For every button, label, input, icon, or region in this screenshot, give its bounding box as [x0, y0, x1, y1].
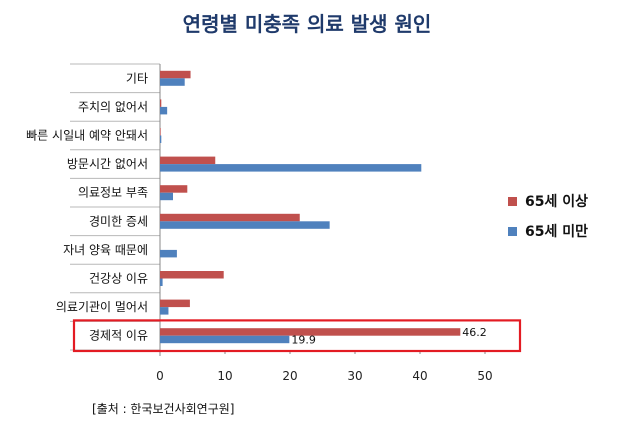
bar-under-65	[160, 221, 330, 229]
legend-swatch	[508, 197, 517, 206]
x-tick-label: 10	[217, 369, 232, 383]
category-label: 건강상 이유	[89, 272, 148, 286]
category-label: 자녀 양육 때문에	[63, 243, 148, 257]
bar-under-65	[160, 106, 168, 115]
bar-65-and-over	[160, 271, 224, 279]
category-label: 주치의 없어서	[78, 100, 148, 114]
bar-under-65	[160, 249, 177, 258]
legend-label: 65세 미만	[525, 224, 588, 240]
bar-65-and-over	[160, 70, 191, 79]
bar-under-65	[160, 335, 290, 344]
bar-under-65	[160, 135, 162, 143]
category-label: 경제적 이유	[89, 329, 148, 343]
x-tick-label: 40	[412, 369, 427, 383]
bar-65-and-over	[160, 99, 162, 107]
x-tick-label: 50	[477, 369, 492, 383]
category-label: 경미한 증세	[89, 214, 148, 228]
bar-under-65	[160, 278, 163, 286]
x-tick-label: 30	[347, 369, 362, 383]
bar-under-65	[160, 307, 169, 315]
category-label: 빠른 시일내 예약 안돼서	[26, 128, 148, 143]
data-label: 19.9	[291, 333, 316, 346]
bar-65-and-over	[160, 299, 190, 308]
category-label: 기타	[126, 71, 148, 85]
legend-label: 65세 이상	[525, 193, 588, 210]
category-label: 의료정보 부족	[78, 186, 148, 200]
bar-65-and-over	[160, 156, 216, 165]
bar-under-65	[160, 78, 185, 86]
bar-65-and-over	[160, 328, 461, 336]
source-note: [출처 : 한국보건사회연구원]	[92, 402, 234, 416]
category-label: 방문시간 없어서	[67, 157, 148, 171]
highlight-box	[72, 319, 522, 353]
chart-title: 연령별 미충족 의료 발생 원인	[183, 12, 432, 36]
data-label: 46.2	[462, 326, 487, 339]
bar-under-65	[160, 164, 422, 172]
x-tick-label: 0	[156, 369, 164, 383]
category-label: 의료기관이 멀어서	[56, 300, 148, 314]
bar-65-and-over	[160, 213, 300, 222]
bar-under-65	[160, 192, 173, 201]
bar-65-and-over	[160, 185, 188, 193]
legend-swatch	[508, 227, 517, 236]
x-tick-label: 20	[282, 369, 297, 383]
bar-65-and-over	[160, 128, 161, 136]
